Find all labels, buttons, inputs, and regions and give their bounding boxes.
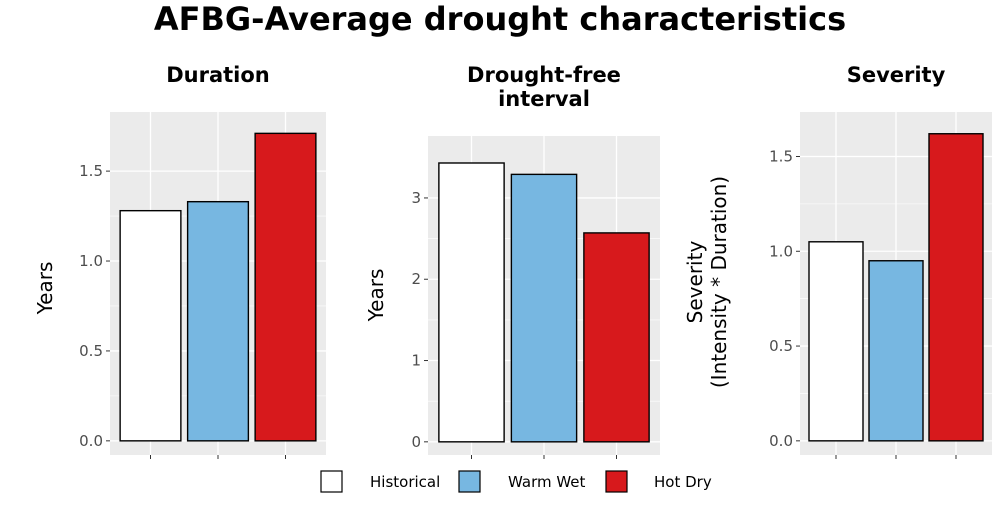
y-axis-label: Severity <box>683 241 707 324</box>
bar-hot-dry <box>928 133 984 442</box>
y-axis-label: Years <box>364 269 388 323</box>
main-title: AFBG-Average drought characteristics <box>154 0 846 38</box>
panel-title: Drought-free <box>467 63 621 87</box>
bar-historical <box>119 209 182 442</box>
y-tick-label: 0.5 <box>769 337 793 355</box>
legend-label: Warm Wet <box>508 473 586 491</box>
y-tick-label: 0.0 <box>79 432 103 450</box>
y-tick-label: 0 <box>411 433 421 451</box>
y-tick-label: 0.0 <box>769 432 793 450</box>
panel-title: Duration <box>166 63 270 87</box>
bar-hot-dry <box>254 132 317 442</box>
panel-title: Severity <box>847 63 946 87</box>
bar-warm-wet <box>510 173 578 443</box>
legend-swatch-hot-dry <box>605 470 628 493</box>
y-tick-label: 1.5 <box>769 147 793 165</box>
y-tick-label: 0.5 <box>79 342 103 360</box>
legend-label: Historical <box>370 473 440 491</box>
y-tick-label: 3 <box>411 189 421 207</box>
y-tick-label: 1.0 <box>79 252 103 270</box>
legend-label: Hot Dry <box>654 473 712 491</box>
y-tick-label: 1.5 <box>79 162 103 180</box>
y-axis-label: Years <box>33 262 57 316</box>
y-tick-label: 2 <box>411 270 421 288</box>
panel-title: interval <box>498 87 590 111</box>
y-axis-label: (Intensity * Duration) <box>707 176 731 388</box>
y-tick-label: 1.0 <box>769 242 793 260</box>
y-tick-label: 1 <box>411 352 421 370</box>
bar-historical <box>438 162 505 443</box>
bar-hot-dry <box>583 232 650 443</box>
legend-swatch-historical <box>320 470 343 493</box>
bar-warm-wet <box>868 260 924 442</box>
legend-swatch-warm-wet <box>458 470 481 493</box>
bar-warm-wet <box>186 200 250 442</box>
bar-historical <box>808 241 864 442</box>
